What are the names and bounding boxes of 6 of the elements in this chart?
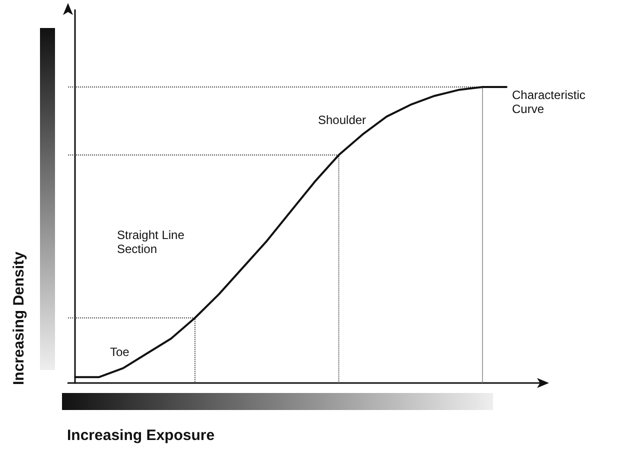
annotation: Straight Line Section xyxy=(117,228,188,256)
y-axis-title: Increasing Density xyxy=(10,250,28,385)
annotation: Shoulder xyxy=(318,113,366,127)
x-axis-title: Increasing Exposure xyxy=(67,427,215,444)
annotation: Characteristic Curve xyxy=(512,88,589,116)
annotation: Toe xyxy=(110,345,130,359)
